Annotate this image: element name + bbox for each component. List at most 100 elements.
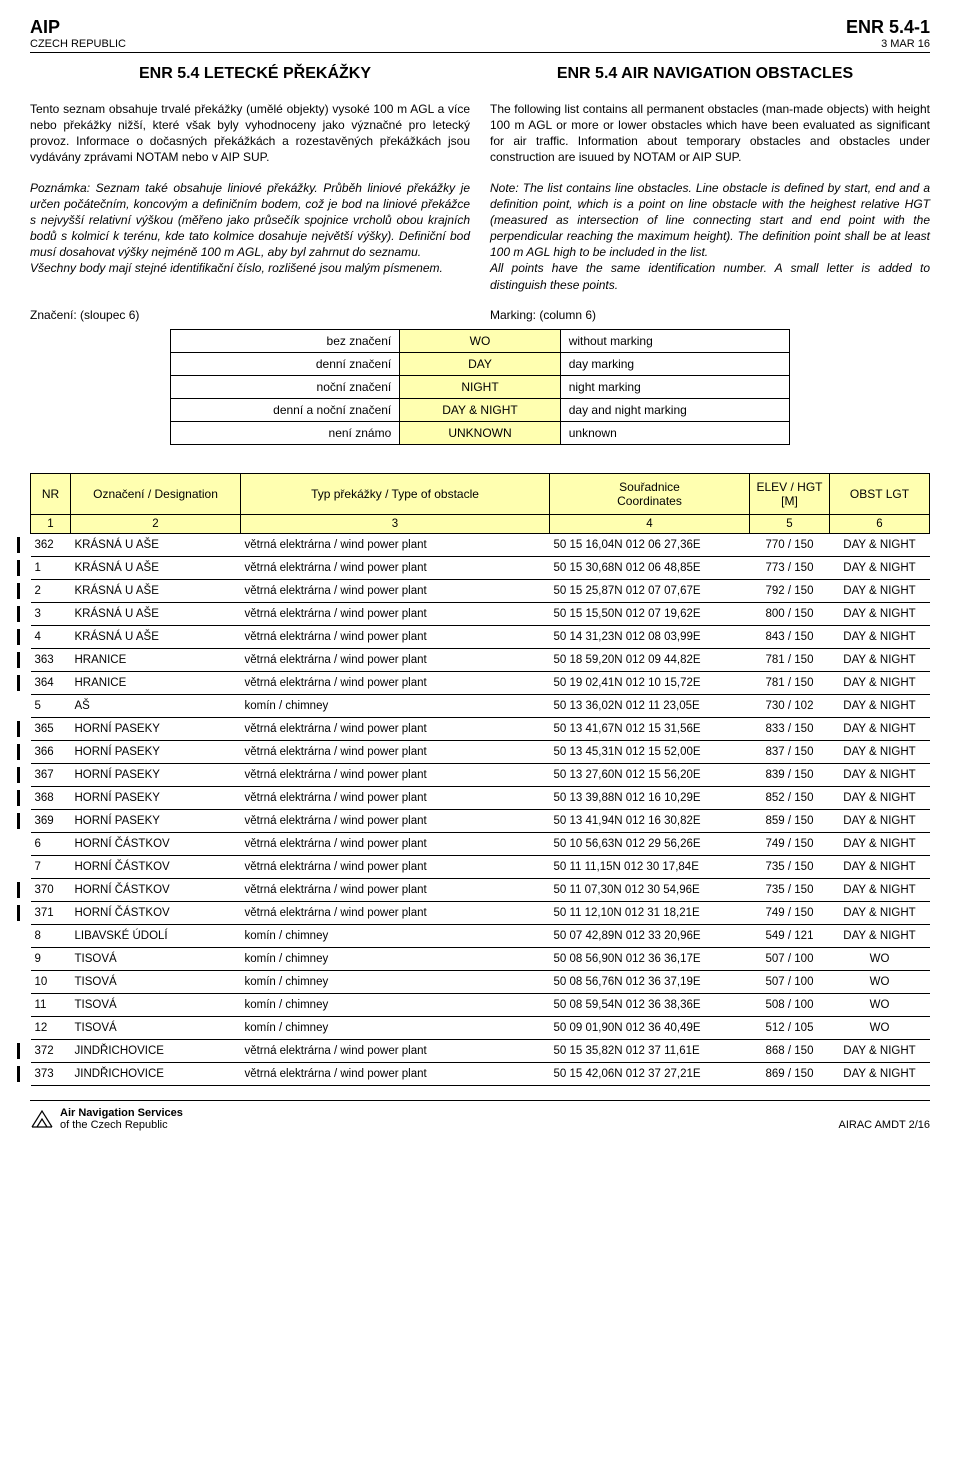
- section-titles: ENR 5.4 LETECKÉ PŘEKÁŽKY ENR 5.4 AIR NAV…: [30, 65, 930, 83]
- cell-designation: JINDŘICHOVICE: [71, 1040, 241, 1063]
- page-footer: Air Navigation Services of the Czech Rep…: [30, 1100, 930, 1131]
- table-row: 370HORNÍ ČÁSTKOVvětrná elektrárna / wind…: [31, 879, 930, 902]
- cell-nr: 365: [31, 718, 71, 741]
- cell-coordinates: 50 13 45,31N 012 15 52,00E: [550, 741, 750, 764]
- cell-nr: 371: [31, 902, 71, 925]
- obstacle-header-row: NR Označení / Designation Typ překážky /…: [31, 474, 930, 515]
- cell-coordinates: 50 13 41,94N 012 16 30,82E: [550, 810, 750, 833]
- table-row: 365HORNÍ PASEKYvětrná elektrárna / wind …: [31, 718, 930, 741]
- table-row: 363HRANICEvětrná elektrárna / wind power…: [31, 649, 930, 672]
- cell-nr: 372: [31, 1040, 71, 1063]
- cell-type: větrná elektrárna / wind power plant: [241, 879, 550, 902]
- cell-nr: 9: [31, 948, 71, 971]
- cell-coordinates: 50 15 42,06N 012 37 27,21E: [550, 1063, 750, 1086]
- cell-coordinates: 50 13 41,67N 012 15 31,56E: [550, 718, 750, 741]
- header-left-sub: CZECH REPUBLIC: [30, 38, 126, 50]
- cell-nr: 364: [31, 672, 71, 695]
- table-row: 366HORNÍ PASEKYvětrná elektrárna / wind …: [31, 741, 930, 764]
- cell-coordinates: 50 10 56,63N 012 29 56,26E: [550, 833, 750, 856]
- cell-lgt: WO: [830, 994, 930, 1017]
- cell-designation: KRÁSNÁ U AŠE: [71, 626, 241, 649]
- cell-elev: 833 / 150: [750, 718, 830, 741]
- cell-coordinates: 50 15 16,04N 012 06 27,36E: [550, 534, 750, 557]
- cell-type: větrná elektrárna / wind power plant: [241, 557, 550, 580]
- cell-nr: 8: [31, 925, 71, 948]
- cell-coordinates: 50 11 07,30N 012 30 54,96E: [550, 879, 750, 902]
- footer-left-text: Air Navigation Services of the Czech Rep…: [60, 1107, 183, 1131]
- cell-type: větrná elektrárna / wind power plant: [241, 603, 550, 626]
- marking-cz: bez značení: [171, 330, 400, 353]
- cell-coordinates: 50 15 35,82N 012 37 11,61E: [550, 1040, 750, 1063]
- cell-coordinates: 50 18 59,20N 012 09 44,82E: [550, 649, 750, 672]
- table-row: 1KRÁSNÁ U AŠEvětrná elektrárna / wind po…: [31, 557, 930, 580]
- footer-ans-line1: Air Navigation Services: [60, 1107, 183, 1119]
- table-row: 4KRÁSNÁ U AŠEvětrná elektrárna / wind po…: [31, 626, 930, 649]
- cell-elev: 781 / 150: [750, 649, 830, 672]
- header-right-sub: 3 MAR 16: [846, 38, 930, 50]
- table-row: 364HRANICEvětrná elektrárna / wind power…: [31, 672, 930, 695]
- marking-en: unknown: [560, 422, 789, 445]
- cell-lgt: DAY & NIGHT: [830, 580, 930, 603]
- table-row: 6HORNÍ ČÁSTKOVvětrná elektrárna / wind p…: [31, 833, 930, 856]
- cell-lgt: DAY & NIGHT: [830, 672, 930, 695]
- cell-nr: 366: [31, 741, 71, 764]
- cell-lgt: DAY & NIGHT: [830, 879, 930, 902]
- col-lgt: OBST LGT: [830, 474, 930, 515]
- cell-lgt: DAY & NIGHT: [830, 557, 930, 580]
- colnum-5: 5: [750, 515, 830, 534]
- cell-designation: KRÁSNÁ U AŠE: [71, 557, 241, 580]
- marking-code: DAY & NIGHT: [400, 399, 560, 422]
- title-cz: ENR 5.4 LETECKÉ PŘEKÁŽKY: [30, 65, 480, 83]
- colnum-4: 4: [550, 515, 750, 534]
- cell-nr: 369: [31, 810, 71, 833]
- col-coord-text: SouřadniceCoordinates: [617, 480, 682, 508]
- cell-type: větrná elektrárna / wind power plant: [241, 1063, 550, 1086]
- cell-type: větrná elektrárna / wind power plant: [241, 856, 550, 879]
- cell-coordinates: 50 09 01,90N 012 36 40,49E: [550, 1017, 750, 1040]
- cell-type: větrná elektrárna / wind power plant: [241, 718, 550, 741]
- table-row: 7HORNÍ ČÁSTKOVvětrná elektrárna / wind p…: [31, 856, 930, 879]
- cell-elev: 852 / 150: [750, 787, 830, 810]
- cell-elev: 869 / 150: [750, 1063, 830, 1086]
- table-row: 369HORNÍ PASEKYvětrná elektrárna / wind …: [31, 810, 930, 833]
- cell-elev: 839 / 150: [750, 764, 830, 787]
- cell-elev: 735 / 150: [750, 856, 830, 879]
- footer-left: Air Navigation Services of the Czech Rep…: [30, 1107, 183, 1131]
- cell-lgt: DAY & NIGHT: [830, 649, 930, 672]
- cell-elev: 800 / 150: [750, 603, 830, 626]
- cell-elev: 730 / 102: [750, 695, 830, 718]
- cell-lgt: DAY & NIGHT: [830, 741, 930, 764]
- cell-elev: 507 / 100: [750, 948, 830, 971]
- table-row: 3KRÁSNÁ U AŠEvětrná elektrárna / wind po…: [31, 603, 930, 626]
- cell-lgt: DAY & NIGHT: [830, 534, 930, 557]
- cell-designation: HORNÍ ČÁSTKOV: [71, 879, 241, 902]
- cell-coordinates: 50 08 56,76N 012 36 37,19E: [550, 971, 750, 994]
- colnum-3: 3: [241, 515, 550, 534]
- page-header: AIP CZECH REPUBLIC ENR 5.4-1 3 MAR 16: [30, 18, 930, 53]
- cell-type: větrná elektrárna / wind power plant: [241, 902, 550, 925]
- cell-designation: TISOVÁ: [71, 1017, 241, 1040]
- table-row: 5AŠkomín / chimney50 13 36,02N 012 11 23…: [31, 695, 930, 718]
- cell-lgt: DAY & NIGHT: [830, 833, 930, 856]
- cell-coordinates: 50 15 25,87N 012 07 07,67E: [550, 580, 750, 603]
- cell-type: komín / chimney: [241, 925, 550, 948]
- cell-designation: KRÁSNÁ U AŠE: [71, 603, 241, 626]
- marking-table: bez značeníWOwithout markingdenní značen…: [170, 329, 790, 445]
- cell-designation: KRÁSNÁ U AŠE: [71, 534, 241, 557]
- cell-designation: JINDŘICHOVICE: [71, 1063, 241, 1086]
- cell-designation: HRANICE: [71, 672, 241, 695]
- table-row: 8LIBAVSKÉ ÚDOLÍkomín / chimney50 07 42,8…: [31, 925, 930, 948]
- cell-lgt: DAY & NIGHT: [830, 787, 930, 810]
- cell-designation: TISOVÁ: [71, 948, 241, 971]
- cell-designation: HORNÍ ČÁSTKOV: [71, 902, 241, 925]
- cell-designation: TISOVÁ: [71, 994, 241, 1017]
- cell-coordinates: 50 13 39,88N 012 16 10,29E: [550, 787, 750, 810]
- marking-code: NIGHT: [400, 376, 560, 399]
- intro-en: The following list contains all permanen…: [490, 101, 930, 166]
- marking-cz: denní značení: [171, 353, 400, 376]
- cell-coordinates: 50 11 12,10N 012 31 18,21E: [550, 902, 750, 925]
- marking-cz: noční značení: [171, 376, 400, 399]
- table-row: 2KRÁSNÁ U AŠEvětrná elektrárna / wind po…: [31, 580, 930, 603]
- cell-lgt: WO: [830, 971, 930, 994]
- cell-designation: HRANICE: [71, 649, 241, 672]
